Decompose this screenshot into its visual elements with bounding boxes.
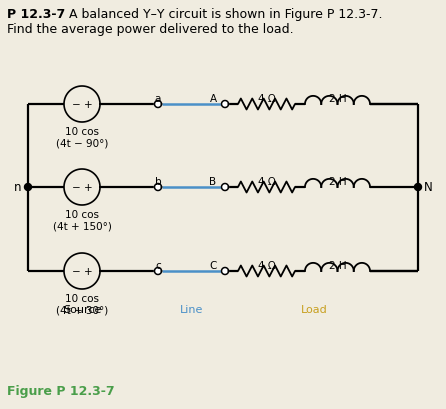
Polygon shape	[414, 184, 421, 191]
Text: 2 H: 2 H	[329, 177, 346, 187]
Text: (4t + 30°): (4t + 30°)	[56, 305, 108, 315]
Text: A: A	[210, 94, 217, 104]
Text: (4t − 90°): (4t − 90°)	[56, 139, 108, 148]
Text: 10 cos: 10 cos	[65, 209, 99, 220]
Text: −: −	[72, 100, 80, 110]
Text: +: +	[84, 100, 92, 110]
Text: n: n	[13, 181, 21, 194]
Polygon shape	[154, 101, 161, 108]
Text: C: C	[209, 261, 217, 270]
Text: Line: Line	[180, 304, 203, 314]
Text: Figure P 12.3-7: Figure P 12.3-7	[7, 384, 115, 397]
Text: A balanced Y–Y circuit is shown in Figure P 12.3-7.: A balanced Y–Y circuit is shown in Figur…	[61, 8, 383, 21]
Text: 4 Ω: 4 Ω	[258, 177, 275, 187]
Text: B: B	[210, 177, 217, 187]
Text: c: c	[155, 261, 161, 270]
Polygon shape	[222, 184, 228, 191]
Text: +: +	[84, 182, 92, 193]
Text: 2 H: 2 H	[329, 261, 346, 270]
Polygon shape	[222, 268, 228, 275]
Text: 10 cos: 10 cos	[65, 293, 99, 303]
Polygon shape	[222, 101, 228, 108]
Text: −: −	[72, 266, 80, 276]
Text: 2 H: 2 H	[329, 94, 346, 104]
Polygon shape	[25, 184, 32, 191]
Text: −: −	[72, 182, 80, 193]
Polygon shape	[154, 268, 161, 275]
Text: b: b	[155, 177, 161, 187]
Text: (4t + 150°): (4t + 150°)	[53, 221, 112, 231]
Text: 10 cos: 10 cos	[65, 127, 99, 137]
Text: P 12.3-7: P 12.3-7	[7, 8, 65, 21]
Text: Source: Source	[63, 304, 101, 314]
Text: +: +	[84, 266, 92, 276]
Text: 4 Ω: 4 Ω	[258, 261, 275, 270]
Text: 4 Ω: 4 Ω	[258, 94, 275, 104]
Text: N: N	[424, 181, 433, 194]
Text: Load: Load	[301, 304, 327, 314]
Text: Find the average power delivered to the load.: Find the average power delivered to the …	[7, 23, 293, 36]
Polygon shape	[154, 184, 161, 191]
Text: a: a	[155, 94, 161, 104]
